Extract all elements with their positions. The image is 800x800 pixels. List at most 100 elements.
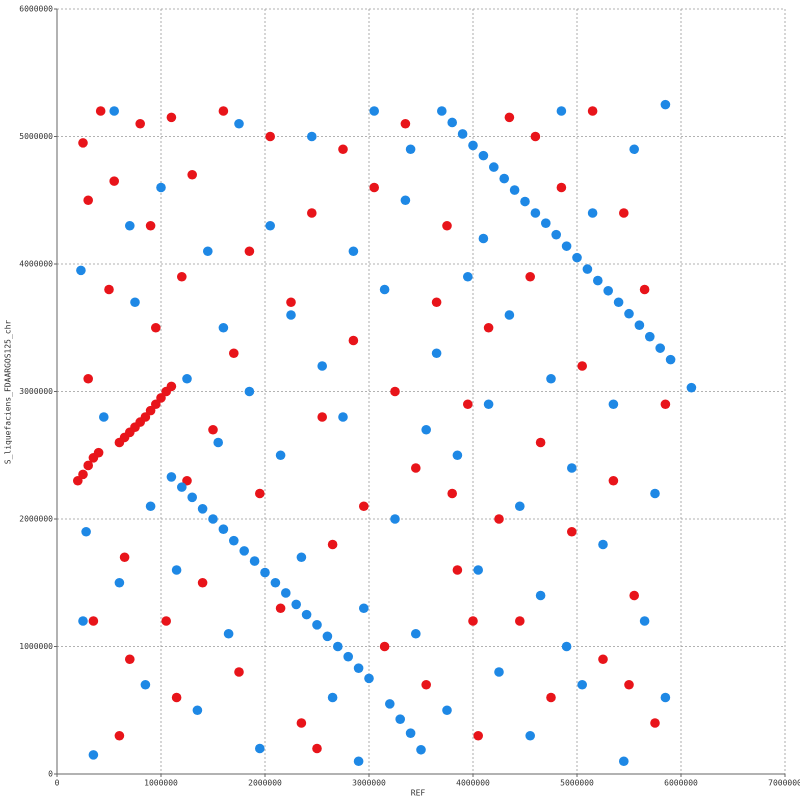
point	[598, 539, 608, 550]
point	[166, 381, 177, 392]
point	[104, 284, 114, 295]
point	[197, 504, 208, 514]
point	[624, 308, 634, 319]
point	[296, 552, 307, 563]
point	[109, 176, 119, 186]
x-tick-label: 6000000	[664, 779, 698, 788]
point	[281, 588, 291, 598]
point	[125, 220, 135, 231]
point	[421, 679, 432, 690]
y-tick-label: 4000000	[19, 260, 53, 269]
point	[390, 386, 400, 397]
point	[437, 106, 447, 116]
point	[379, 284, 390, 295]
y-tick-label: 3000000	[19, 387, 53, 396]
point	[83, 460, 93, 471]
point	[333, 641, 343, 652]
point	[83, 195, 93, 206]
point	[546, 373, 556, 384]
point	[608, 399, 619, 410]
point	[156, 182, 166, 193]
point	[197, 577, 208, 588]
point	[473, 565, 484, 575]
point	[634, 320, 645, 331]
point	[151, 399, 161, 410]
point	[452, 450, 463, 461]
point	[348, 335, 359, 346]
point	[463, 271, 473, 282]
point	[327, 539, 338, 550]
point	[608, 475, 619, 486]
point	[645, 331, 655, 342]
point	[587, 208, 598, 218]
point	[338, 144, 348, 155]
point	[208, 424, 218, 435]
point	[353, 756, 364, 767]
point	[525, 730, 535, 741]
point	[530, 131, 541, 142]
point	[468, 616, 478, 626]
point	[338, 412, 348, 422]
point	[296, 718, 307, 728]
point	[535, 590, 546, 601]
point	[369, 106, 380, 116]
point	[447, 117, 458, 128]
point	[88, 616, 99, 626]
point	[572, 252, 582, 263]
point	[431, 348, 442, 359]
point	[254, 743, 265, 754]
y-tick-label: 2000000	[19, 515, 53, 524]
point	[156, 393, 166, 403]
point	[660, 399, 671, 410]
point	[208, 514, 218, 524]
point	[73, 475, 83, 486]
point	[359, 603, 369, 614]
point	[291, 599, 302, 610]
point	[286, 297, 296, 308]
point	[463, 399, 473, 410]
point	[504, 310, 515, 320]
point	[260, 567, 270, 578]
point	[546, 692, 556, 703]
point	[509, 185, 520, 195]
point	[151, 322, 161, 333]
point	[187, 169, 197, 180]
point	[385, 699, 395, 709]
point	[171, 565, 182, 575]
point	[234, 667, 244, 677]
point	[494, 667, 504, 677]
point	[364, 673, 374, 684]
x-tick-label: 1000000	[144, 779, 178, 788]
point	[119, 552, 130, 563]
point	[114, 730, 125, 741]
point	[359, 501, 369, 512]
point	[140, 412, 151, 422]
point	[312, 620, 322, 630]
point	[556, 106, 567, 116]
point	[379, 641, 390, 652]
point	[229, 348, 239, 359]
point	[145, 501, 156, 512]
point	[411, 463, 421, 473]
point	[629, 144, 639, 155]
point	[78, 138, 88, 148]
point	[254, 488, 265, 499]
point	[468, 140, 478, 151]
point	[478, 150, 489, 161]
point	[171, 692, 182, 703]
x-tick-label: 5000000	[560, 779, 594, 788]
point	[301, 609, 312, 620]
point	[421, 424, 432, 435]
point	[83, 373, 93, 384]
point	[81, 526, 91, 537]
point	[275, 603, 286, 614]
point	[535, 437, 546, 448]
y-axis-label: S_liquefaciens_FDAARGOS125_chr	[4, 320, 13, 465]
point	[88, 750, 99, 760]
point	[619, 756, 629, 767]
point	[218, 524, 229, 534]
point	[78, 469, 88, 480]
x-axis-label: REF	[411, 789, 426, 798]
point	[244, 246, 255, 257]
